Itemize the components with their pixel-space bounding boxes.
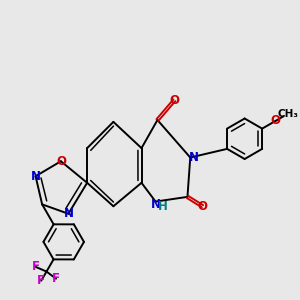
Text: F: F <box>52 272 60 285</box>
Text: H: H <box>158 200 167 213</box>
Text: N: N <box>189 151 199 164</box>
Text: N: N <box>63 207 74 220</box>
Text: O: O <box>169 94 179 107</box>
Text: O: O <box>197 200 207 213</box>
Text: N: N <box>151 198 160 212</box>
Text: N: N <box>31 170 40 183</box>
Text: F: F <box>37 274 45 287</box>
Text: CH₃: CH₃ <box>278 109 299 118</box>
Text: O: O <box>271 114 281 128</box>
Text: O: O <box>56 155 66 168</box>
Text: F: F <box>32 260 40 273</box>
